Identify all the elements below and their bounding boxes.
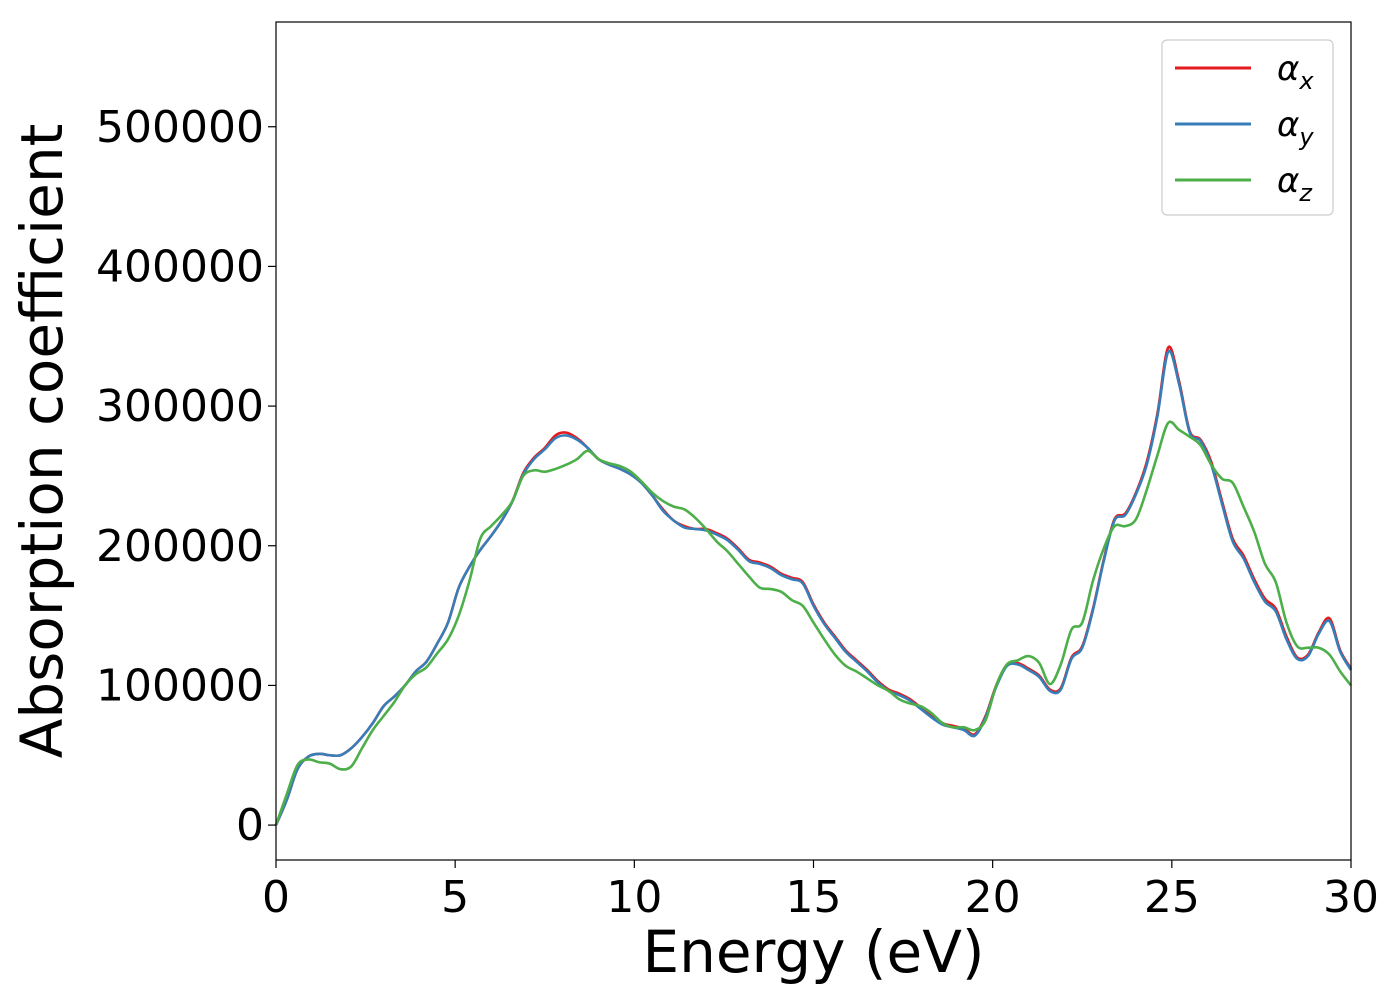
x-tick-label: 0: [262, 872, 290, 923]
y-axis: 0 100000 200000 300000 400000 500000: [96, 102, 276, 851]
legend-label-z: αz: [1277, 161, 1313, 207]
y-axis-title: Absorption coefficient: [8, 124, 76, 759]
series-line-y: [274, 349, 1353, 826]
y-tick-label: 500000: [96, 102, 264, 153]
y-tick-label: 300000: [96, 381, 264, 432]
x-tick-label: 25: [1144, 872, 1200, 923]
legend-box: [1161, 39, 1334, 216]
x-tick-label: 30: [1323, 872, 1379, 923]
y-tick-label: 0: [236, 800, 264, 851]
x-tick-label: 5: [441, 872, 469, 923]
x-axis-title: Energy (eV): [642, 918, 984, 986]
y-tick-label: 100000: [96, 660, 264, 711]
legend-label-x: αx: [1277, 49, 1314, 95]
x-tick-label: 10: [606, 872, 662, 923]
series-line-z: [274, 420, 1353, 826]
x-axis: 0 5 10 15 20 25 30: [262, 860, 1379, 923]
y-tick-label: 400000: [96, 241, 264, 292]
y-tick-label: 200000: [96, 521, 264, 572]
legend-label-y: αy: [1277, 105, 1314, 151]
x-tick-label: 20: [965, 872, 1021, 923]
x-tick-label: 15: [786, 872, 842, 923]
legend: αx αy αz: [1161, 39, 1334, 216]
series-layer: [274, 345, 1353, 826]
